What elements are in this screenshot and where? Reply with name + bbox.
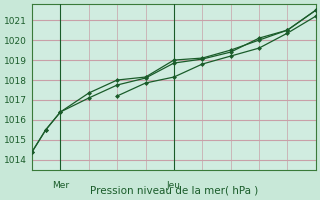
- X-axis label: Pression niveau de la mer( hPa ): Pression niveau de la mer( hPa ): [90, 186, 258, 196]
- Text: Mer: Mer: [52, 181, 69, 190]
- Text: Jeu: Jeu: [167, 181, 181, 190]
